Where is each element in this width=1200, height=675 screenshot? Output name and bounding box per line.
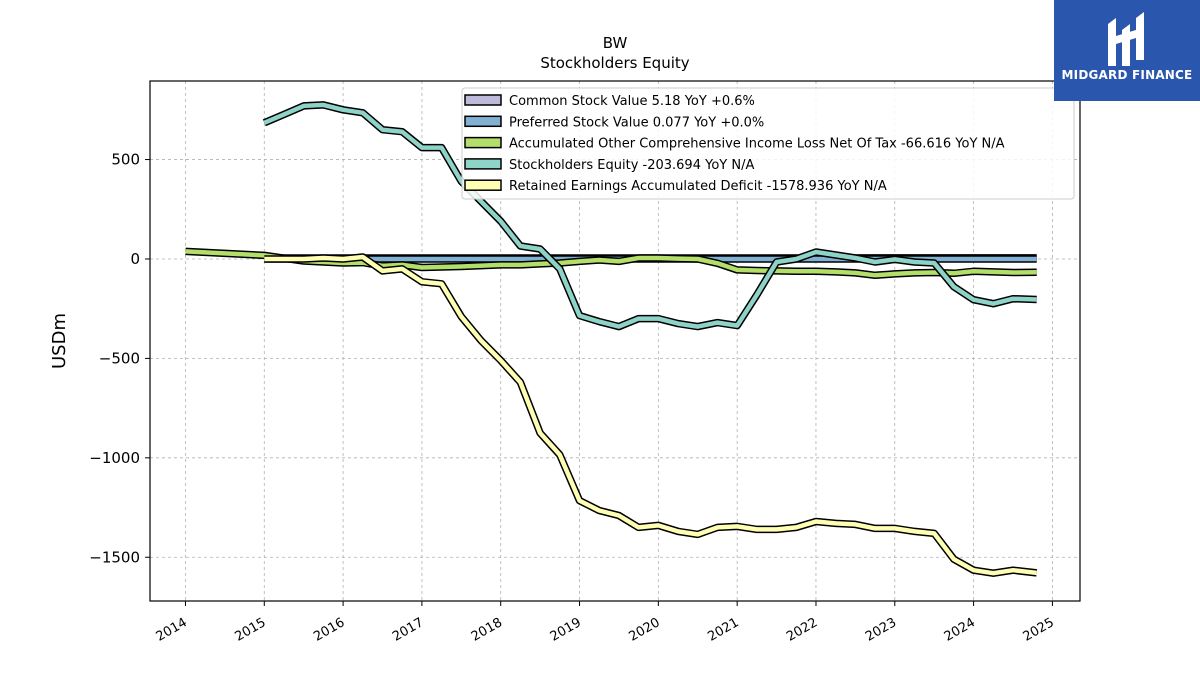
legend-box xyxy=(461,87,1075,200)
series-stockholders-equity xyxy=(262,101,1037,331)
x-tick-label: 2015 xyxy=(232,615,268,645)
y-tick-label: −500 xyxy=(99,349,140,367)
y-tick-label: −1000 xyxy=(89,449,140,467)
legend-swatch xyxy=(464,179,502,191)
x-tick-label: 2019 xyxy=(548,615,584,645)
x-tick-label: 2016 xyxy=(311,615,347,645)
y-axis-label: USDm xyxy=(49,313,70,369)
series-group xyxy=(185,101,1038,577)
legend-swatch xyxy=(464,115,502,128)
axis-ticks: 2014 2015 2016 2017 2018 2019 2020 2021 2022 2023… xyxy=(89,151,1056,645)
series-line xyxy=(185,249,1037,278)
chart-title: BW xyxy=(603,34,628,52)
y-tick-label: −1500 xyxy=(89,548,140,566)
series-accumulated-other-comprehensive-income-loss-net-of-tax xyxy=(185,247,1037,280)
logo-text: MIDGARD FINANCE xyxy=(1061,68,1193,82)
plot-frame xyxy=(149,80,1081,602)
series-retained-earnings-accumulated-deficit xyxy=(264,253,1038,577)
legend-entry: Stockholders Equity -203.694 YoY N/A xyxy=(509,158,754,173)
chart-subtitle: Stockholders Equity xyxy=(540,54,689,72)
legend-entry: Preferred Stock Value 0.077 YoY +0.0% xyxy=(509,115,764,130)
x-tick-label: 2022 xyxy=(784,615,820,645)
legend-swatch xyxy=(464,94,502,106)
x-tick-label: 2024 xyxy=(942,615,978,645)
legend-entry: Common Stock Value 5.18 YoY +0.6% xyxy=(509,94,755,109)
x-tick-label: 2014 xyxy=(154,615,190,645)
midgard-finance-logo: MIDGARD FINANCE xyxy=(1054,0,1200,101)
series-line xyxy=(264,254,1037,576)
legend-entry: Retained Earnings Accumulated Deficit -1… xyxy=(509,179,887,194)
series-line xyxy=(263,102,1037,329)
legend-swatch xyxy=(464,136,502,149)
x-tick-label: 2017 xyxy=(390,615,426,645)
legend-entry: Accumulated Other Comprehensive Income L… xyxy=(509,137,1005,152)
x-tick-label: 2025 xyxy=(1021,615,1057,645)
logo-mark-icon xyxy=(1108,12,1144,66)
x-tick-label: 2021 xyxy=(705,615,741,645)
y-tick-label: 0 xyxy=(130,250,140,268)
x-tick-label: 2018 xyxy=(469,615,505,645)
x-tick-label: 2020 xyxy=(627,615,663,645)
y-tick-label: 500 xyxy=(111,151,140,169)
legend: Common Stock Value 5.18 YoY +0.6% Preferr… xyxy=(461,87,1075,200)
x-tick-label: 2023 xyxy=(863,615,899,645)
legend-swatch xyxy=(464,158,502,170)
